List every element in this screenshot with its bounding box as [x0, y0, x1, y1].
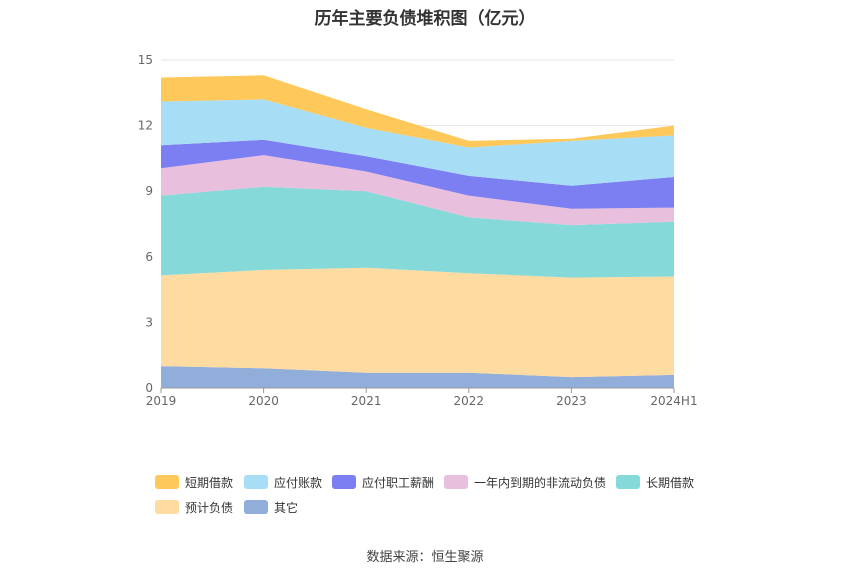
area-其它	[161, 366, 674, 388]
legend-label: 一年内到期的非流动负债	[474, 475, 607, 490]
y-tick-label: 9	[145, 184, 153, 198]
legend-swatch	[332, 475, 356, 489]
x-tick-label: 2024H1	[650, 394, 697, 408]
legend-item[interactable]: 短期借款	[155, 473, 233, 491]
legend-label: 长期借款	[646, 475, 695, 490]
y-tick-label: 6	[145, 250, 153, 264]
legend-item[interactable]: 其它	[244, 498, 298, 516]
y-tick-label: 0	[145, 381, 153, 395]
x-tick-label: 2020	[248, 394, 279, 408]
chart-title: 历年主要负债堆积图（亿元）	[314, 9, 536, 29]
y-tick-label: 3	[145, 315, 153, 329]
legend-label: 应付账款	[274, 475, 323, 490]
legend-item[interactable]: 应付账款	[244, 473, 322, 491]
legend-swatch	[244, 500, 268, 514]
x-tick-label: 2021	[351, 394, 382, 408]
area-预计负债	[161, 267, 674, 378]
legend-swatch	[155, 475, 179, 489]
legend-label: 应付职工薪酬	[362, 475, 435, 490]
y-tick-label: 12	[138, 119, 153, 133]
y-tick-label: 15	[138, 53, 153, 67]
legend-swatch	[444, 475, 468, 489]
legend-item[interactable]: 应付职工薪酬	[332, 473, 434, 491]
legend-swatch	[155, 500, 179, 514]
area-series	[161, 75, 674, 388]
x-tick-label: 2022	[454, 394, 485, 408]
legend-swatch	[244, 475, 268, 489]
area-短期借款	[161, 75, 674, 148]
legend-label: 预计负债	[185, 500, 234, 515]
area-应付账款	[161, 99, 674, 186]
legend-swatch	[616, 475, 640, 489]
x-tick-label: 2019	[146, 394, 177, 408]
legend-item[interactable]: 预计负债	[155, 498, 233, 516]
axes: 0 3 6 9 12 15 2019 2020 2021 2022 2023 2024H1	[138, 53, 698, 408]
legend-label: 短期借款	[185, 475, 234, 490]
x-tick-label: 2023	[556, 394, 587, 408]
source-note: 数据来源：恒生聚源	[366, 550, 484, 565]
legend-item[interactable]: 长期借款	[616, 473, 694, 491]
legend-item[interactable]: 一年内到期的非流动负债	[444, 473, 606, 491]
area-长期借款	[161, 186, 674, 278]
legend-label: 其它	[274, 500, 299, 515]
area-一年内到期的非流动负债	[161, 155, 674, 226]
area-应付职工薪酬	[161, 139, 674, 209]
